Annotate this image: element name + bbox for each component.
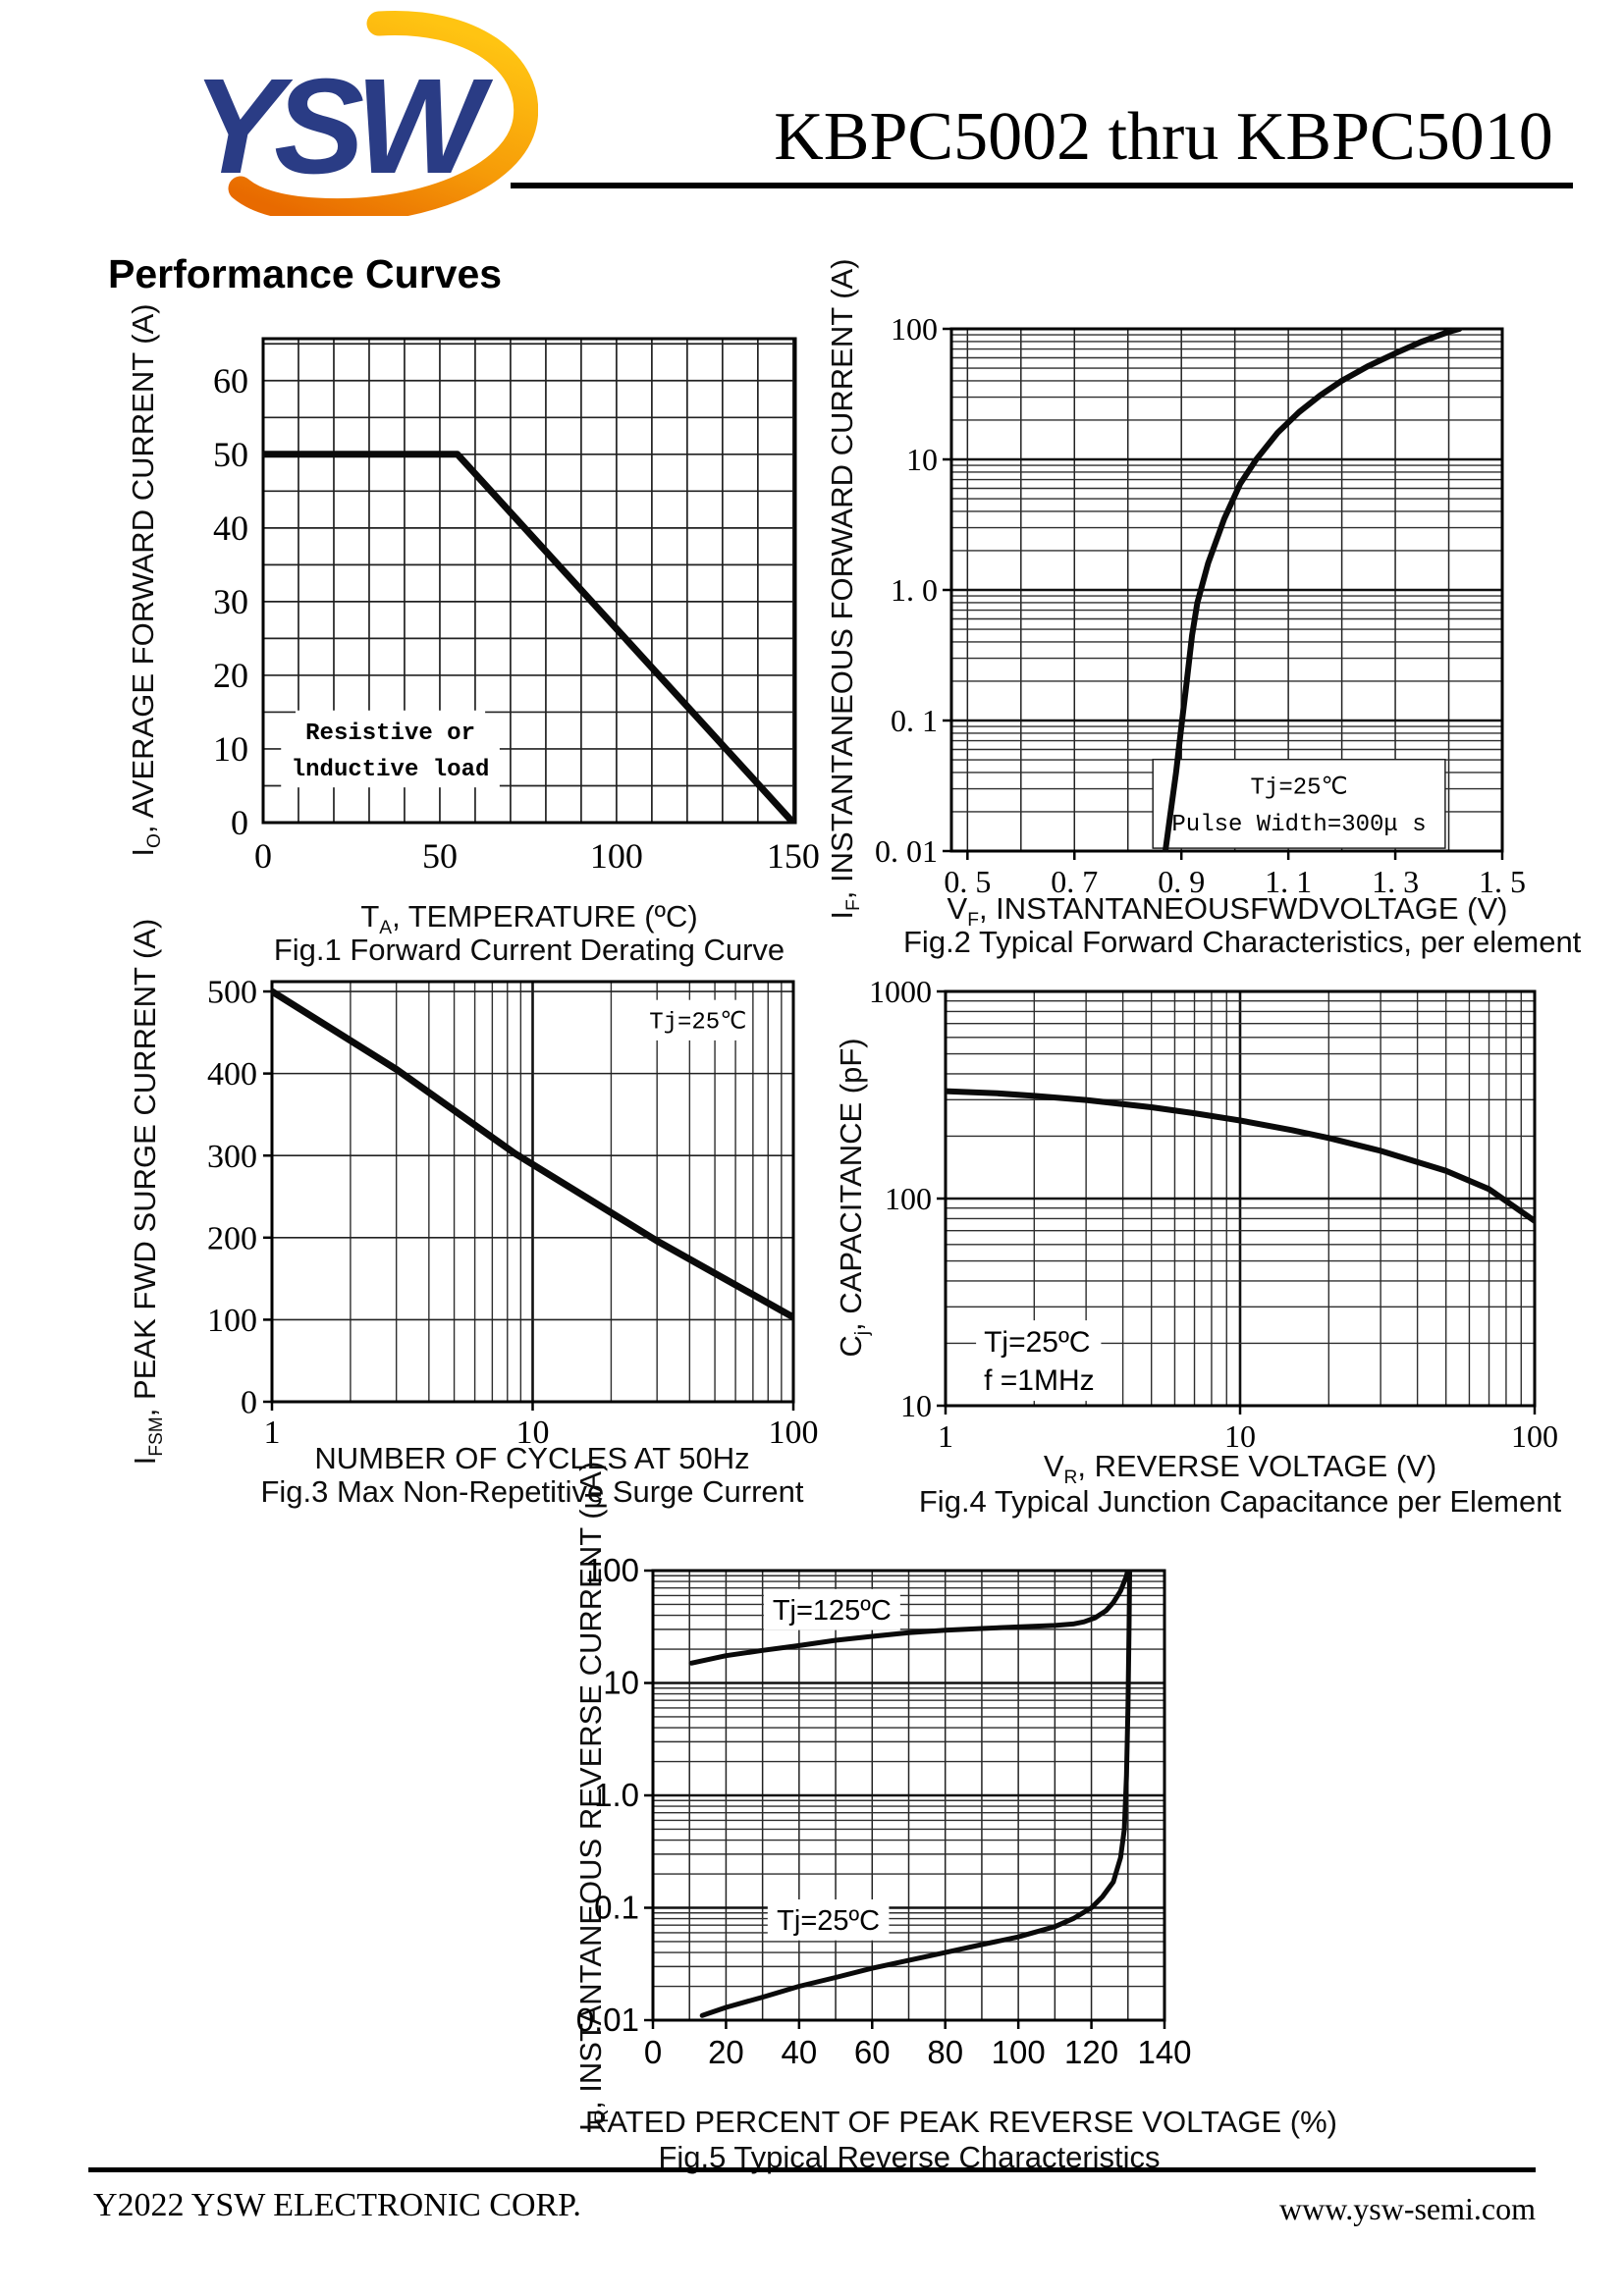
svg-text:0.1: 0.1 [594,1890,639,1926]
svg-text:1. 1: 1. 1 [1265,864,1312,899]
svg-text:0. 1: 0. 1 [891,703,938,738]
fig3-caption: Fig.3 Max Non-Repetitive Surge Current [260,1474,804,1509]
svg-text:0.01: 0.01 [576,2002,639,2038]
svg-text:Pulse Width=300μ s: Pulse Width=300μ s [1171,812,1426,838]
section-heading: Performance Curves [108,251,503,296]
svg-text:60: 60 [854,2034,891,2070]
svg-text:10: 10 [516,1415,550,1451]
footer-company: Y2022 YSW ELECTRONIC CORP. [93,2187,581,2223]
svg-text:0: 0 [644,2034,662,2070]
svg-text:0. 7: 0. 7 [1051,864,1098,899]
svg-text:1000: 1000 [869,974,932,1009]
svg-text:300: 300 [207,1139,257,1175]
svg-text:100: 100 [992,2034,1046,2070]
svg-text:0: 0 [231,803,248,842]
svg-text:20: 20 [213,656,248,695]
fig2-x-axis-label: VF, INSTANTANEOUSFWDVOLTAGE (V) [947,891,1508,932]
page-title: KBPC5002 thru KBPC5010 [774,99,1553,175]
svg-text:150: 150 [767,836,820,876]
fig4-x-axis-label: VR, REVERSE VOLTAGE (V) [1043,1449,1437,1489]
svg-text:1. 3: 1. 3 [1372,864,1419,899]
logo-text: YSW [192,51,494,202]
svg-text:0. 01: 0. 01 [875,833,938,869]
fig5-chart: 0 20 40 60 80 100 120 140 100 10 1.0 0.1 0.01 Tj=125º… [576,1552,1192,2070]
svg-text:80: 80 [927,2034,963,2070]
fig2-caption: Fig.2 Typical Forward Characteristics, p… [903,925,1582,959]
svg-text:200: 200 [207,1220,257,1256]
svg-text:100: 100 [207,1303,257,1339]
svg-text:Tj=25ºC: Tj=25ºC [777,1905,880,1937]
fig3-chart: 1 10 100 0 100 200 300 400 500 Tj=25℃ [207,975,819,1451]
svg-text:0. 5: 0. 5 [944,864,991,899]
svg-text:10: 10 [906,442,938,477]
fig1-chart: 0 50 100 150 0 10 20 30 40 50 60 Resistive or lnduct… [213,337,820,876]
svg-text:0: 0 [254,836,272,876]
svg-text:Tj=25℃: Tj=25℃ [649,1010,746,1037]
svg-text:40: 40 [213,508,248,548]
svg-text:1: 1 [264,1415,281,1451]
fig1-x-axis-label: TA, TEMPERATURE (ºC) [360,899,698,939]
svg-text:lnductive load: lnductive load [292,757,490,783]
title-underline [511,183,1573,188]
svg-text:40: 40 [781,2034,817,2070]
svg-text:Resistive or: Resistive or [305,721,475,747]
svg-text:100: 100 [1511,1418,1558,1454]
svg-text:1. 0: 1. 0 [891,572,938,608]
svg-text:1.0: 1.0 [594,1777,639,1813]
footer-rule [88,2167,1536,2172]
svg-text:120: 120 [1064,2034,1118,2070]
svg-text:60: 60 [213,361,248,400]
svg-text:0: 0 [241,1385,257,1421]
svg-text:Tj=25ºC: Tj=25ºC [984,1326,1091,1359]
svg-text:10: 10 [213,729,248,769]
svg-text:100: 100 [885,1181,932,1216]
svg-text:Tj=25℃: Tj=25℃ [1251,775,1348,802]
fig2-chart: 0. 5 0. 7 0. 9 1. 1 1. 3 1. 5 100 10 1. 0 0. 1 0. … [875,312,1526,899]
svg-text:140: 140 [1137,2034,1191,2070]
svg-text:1: 1 [938,1418,953,1454]
footer-website: www.ysw-semi.com [1279,2191,1536,2226]
fig1-caption: Fig.1 Forward Current Derating Curve [273,933,785,967]
svg-text:1. 5: 1. 5 [1479,864,1526,899]
svg-text:400: 400 [207,1056,257,1093]
svg-text:10: 10 [900,1388,932,1423]
svg-text:20: 20 [708,2034,744,2070]
svg-text:0. 9: 0. 9 [1158,864,1205,899]
svg-text:50: 50 [422,836,458,876]
fig5-x-axis-label: RATED PERCENT OF PEAK REVERSE VOLTAGE (%… [585,2105,1337,2139]
svg-text:f =1MHz: f =1MHz [984,1364,1095,1397]
svg-text:50: 50 [213,435,248,474]
fig4-caption: Fig.4 Typical Junction Capacitance per E… [918,1484,1562,1519]
svg-text:100: 100 [769,1415,819,1451]
svg-text:100: 100 [585,1552,639,1588]
ysw-logo: YSW [189,10,538,216]
logo-swoosh-icon [228,10,538,216]
svg-text:10: 10 [1224,1418,1256,1454]
svg-text:100: 100 [891,312,938,347]
svg-text:30: 30 [213,582,248,621]
fig3-x-axis-label: NUMBER OF CYCLES AT 50Hz [314,1441,750,1475]
svg-text:500: 500 [207,975,257,1011]
svg-text:100: 100 [590,836,643,876]
svg-text:10: 10 [603,1665,639,1701]
svg-text:Tj=125ºC: Tj=125ºC [773,1595,892,1627]
